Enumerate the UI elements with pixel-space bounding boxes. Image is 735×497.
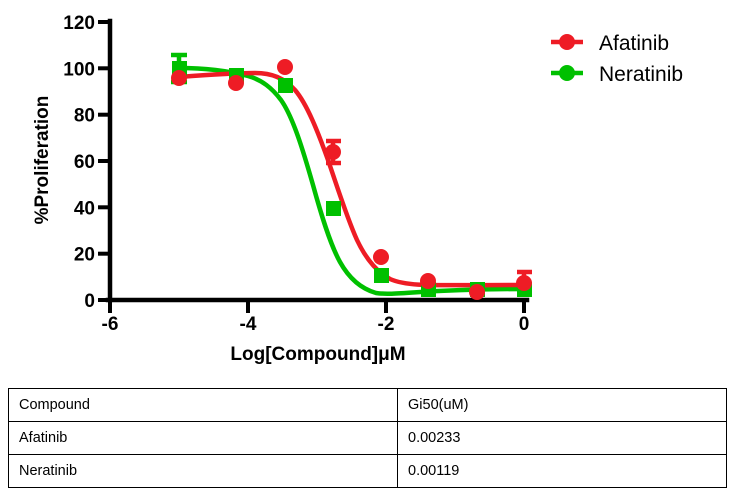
data-point-afatinib-4 — [373, 249, 389, 265]
data-point-neratinib-2 — [278, 78, 293, 93]
y-tick-label-40: 40 — [74, 198, 95, 219]
data-point-afatinib-7 — [516, 275, 532, 291]
y-tick-label-20: 20 — [74, 245, 95, 266]
y-tick-label-120: 120 — [63, 13, 95, 34]
x-tick-label-minus6: -6 — [102, 314, 119, 335]
table-header-row: Compound Gi50(uM) — [8, 388, 727, 422]
table-header-compound: Compound — [8, 388, 398, 422]
gi50-table: Compound Gi50(uM) Afatinib 0.00233 Nerat… — [8, 388, 727, 488]
x-axis-title-unit: μM — [378, 344, 405, 365]
legend-marker-neratinib — [559, 65, 575, 81]
y-axis-title: %Proliferation — [32, 96, 53, 225]
data-point-neratinib-4 — [374, 268, 389, 283]
data-point-neratinib-3 — [326, 201, 341, 216]
legend-label-neratinib: Neratinib — [599, 63, 683, 86]
legend-label-afatinib: Afatinib — [599, 32, 669, 55]
chart-axes — [105, 18, 530, 303]
dose-response-chart: 120 100 80 60 40 20 0 -6 -4 -2 0 Log[Com… — [32, 13, 683, 365]
x-axis-ticks — [108, 298, 526, 313]
fit-curve-neratinib — [176, 65, 527, 296]
data-point-afatinib-6 — [469, 284, 485, 300]
data-points-afatinib — [171, 59, 532, 300]
chart-legend: Afatinib Neratinib — [551, 32, 683, 86]
error-bars-afatinib — [326, 138, 532, 297]
table-cell-compound-afatinib: Afatinib — [8, 421, 398, 455]
x-tick-label-0: 0 — [519, 314, 530, 335]
legend-entry-neratinib[interactable]: Neratinib — [551, 63, 683, 86]
data-point-afatinib-0 — [171, 70, 187, 86]
legend-marker-afatinib — [559, 34, 575, 50]
data-point-afatinib-2 — [277, 59, 293, 75]
data-points-neratinib — [172, 61, 532, 297]
y-axis-tick-labels: 120 100 80 60 40 20 0 — [63, 13, 95, 312]
x-tick-label-minus2: -2 — [378, 314, 395, 335]
y-tick-label-0: 0 — [84, 291, 95, 312]
table-header-gi50: Gi50(uM) — [397, 388, 727, 422]
legend-entry-afatinib[interactable]: Afatinib — [551, 32, 669, 55]
data-point-afatinib-1 — [228, 75, 244, 91]
x-axis-tick-labels: -6 -4 -2 0 — [102, 314, 530, 335]
fit-curve-afatinib — [176, 70, 527, 288]
table-row: Neratinib 0.00119 — [8, 454, 727, 488]
table-cell-gi50-neratinib: 0.00119 — [397, 454, 727, 488]
data-point-afatinib-5 — [420, 273, 436, 289]
x-axis-title: Log[Compound]μM — [230, 344, 405, 365]
table-row: Afatinib 0.00233 — [8, 421, 727, 455]
y-tick-label-100: 100 — [63, 59, 95, 80]
x-axis-title-main: Log[Compound] — [230, 344, 378, 365]
table-cell-compound-neratinib: Neratinib — [8, 454, 398, 488]
table-cell-gi50-afatinib: 0.00233 — [397, 421, 727, 455]
error-bars-neratinib — [171, 52, 431, 294]
y-tick-label-60: 60 — [74, 152, 95, 173]
data-point-afatinib-3 — [325, 144, 341, 160]
x-tick-label-minus4: -4 — [240, 314, 257, 335]
fit-curves — [176, 65, 527, 296]
y-tick-label-80: 80 — [74, 106, 95, 127]
